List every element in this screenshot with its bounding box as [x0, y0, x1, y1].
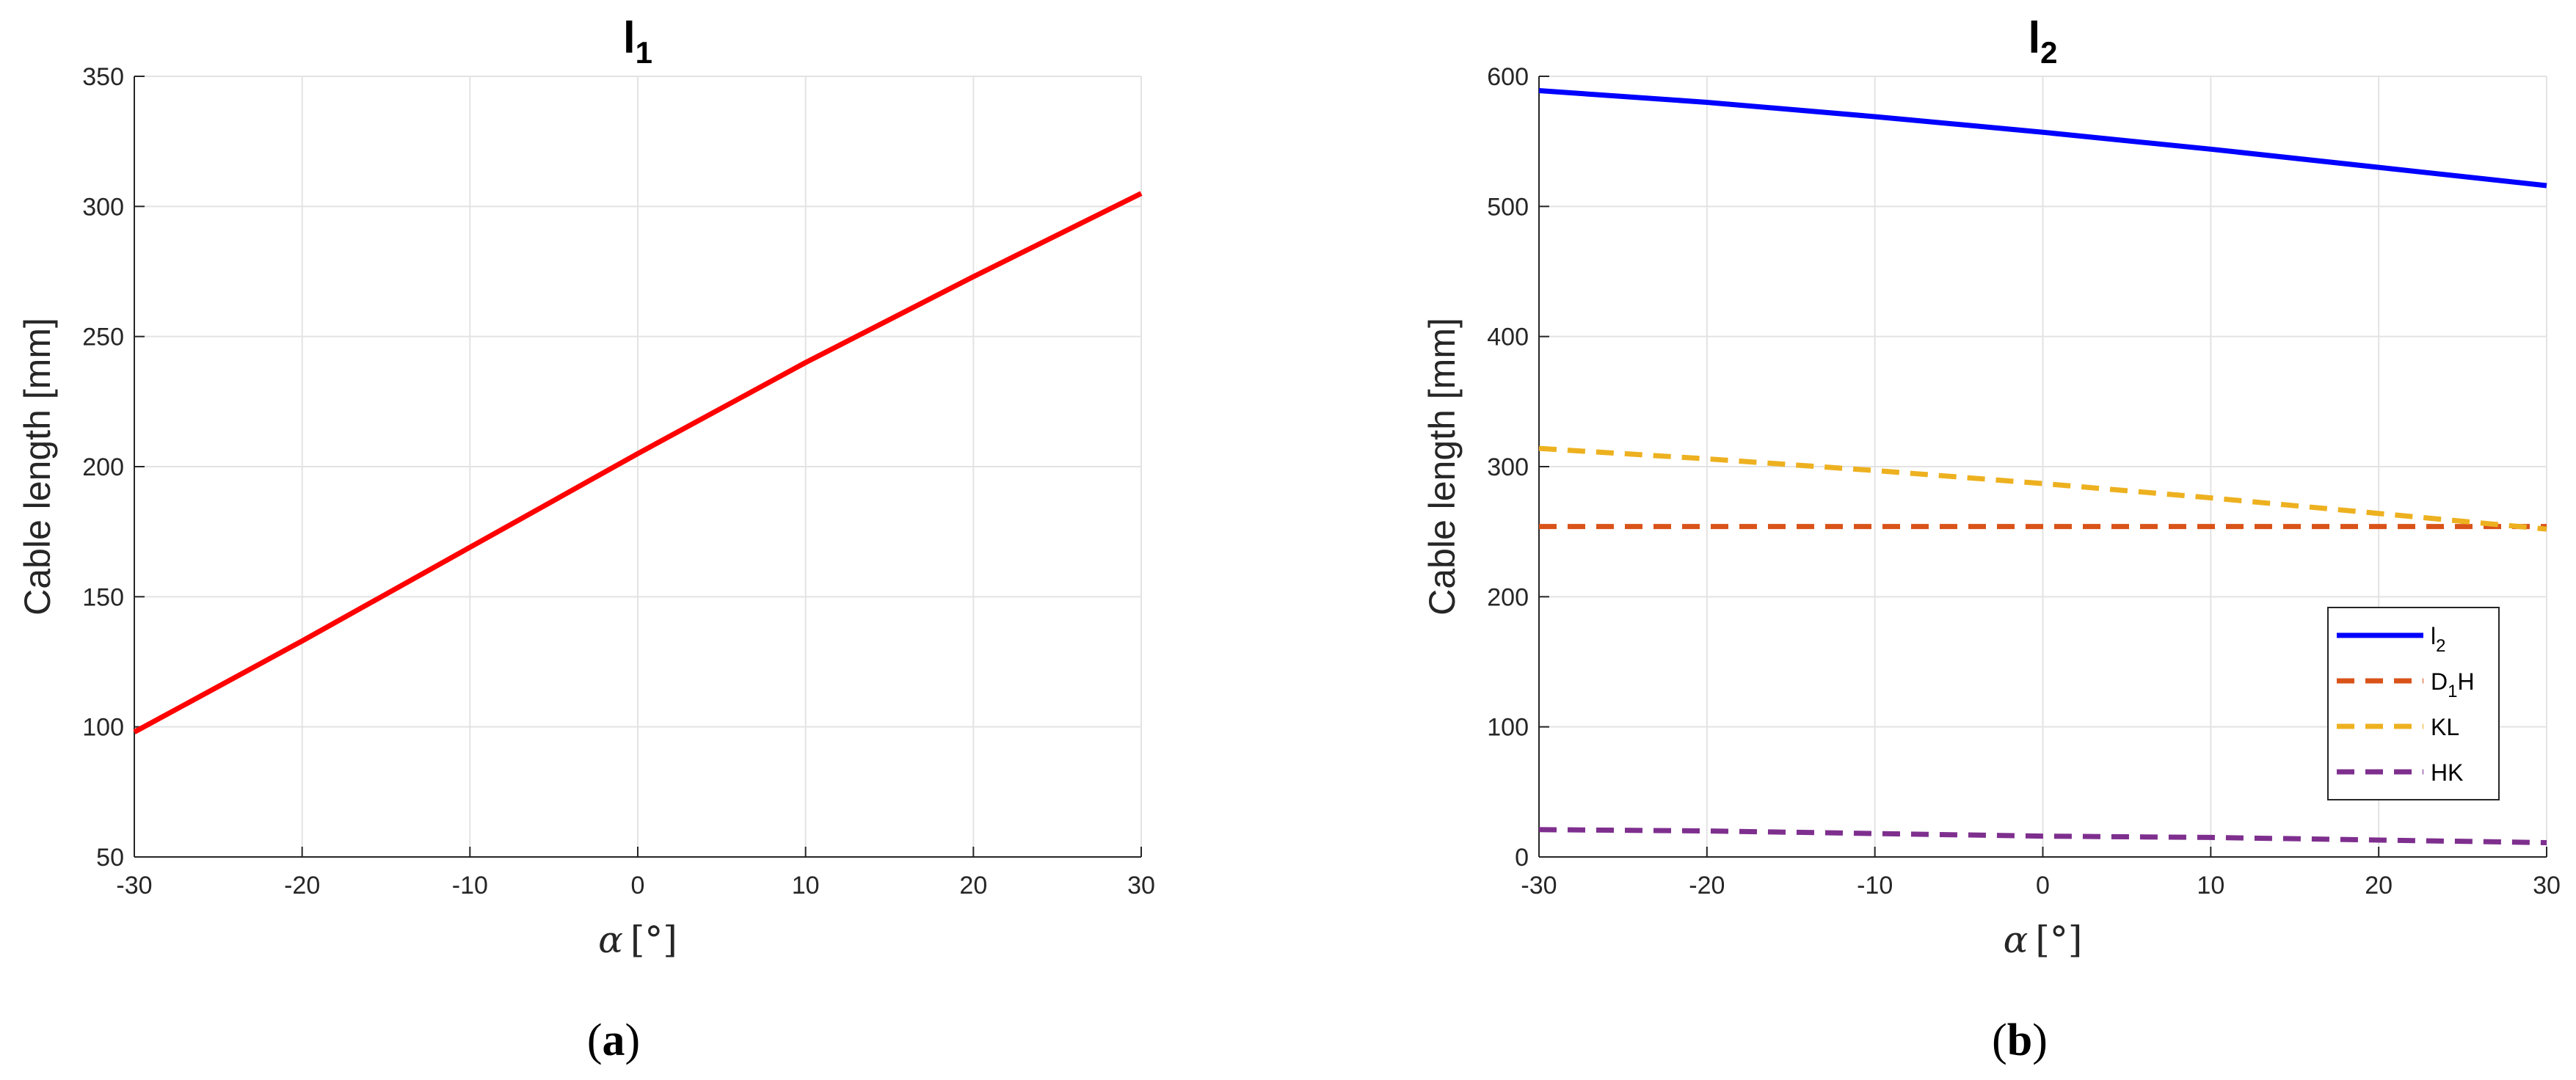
series-line-2: [1538, 445, 2547, 532]
x-tick-label: 20: [959, 872, 987, 900]
chart-title-subscript: 1: [636, 35, 652, 70]
panel-label-open: (: [1992, 1015, 2007, 1065]
legend: l2 D1H KL HK: [2327, 607, 2500, 800]
legend-box: [2327, 607, 2500, 800]
panel-label-close: ): [2032, 1015, 2048, 1065]
panel-label: (b): [1992, 1015, 2048, 1065]
y-tick-label: 500: [1487, 193, 1529, 221]
legend-entry-name: l: [2431, 623, 2436, 649]
x-tick-label: -10: [1857, 872, 1893, 900]
y-tick-label: 50: [96, 844, 124, 872]
y-tick-label: 250: [82, 324, 124, 351]
x-tick-label: -20: [1689, 872, 1725, 900]
legend-entry-name: D: [2431, 668, 2448, 695]
x-axis-label-unit: [°]: [2035, 919, 2082, 961]
x-tick-label: 20: [2365, 872, 2393, 900]
legend-entry-3: HK: [2431, 759, 2463, 786]
y-axis-label: Cable length [mm]: [1422, 318, 1463, 616]
chart-title-subscript: 2: [2040, 35, 2057, 70]
x-axis-label: α [°]: [598, 919, 677, 961]
y-axis-label: Cable length [mm]: [17, 318, 58, 616]
x-tick-label: -30: [1521, 872, 1557, 900]
chart-title-main: l: [2028, 13, 2040, 62]
y-tick-label: 600: [1487, 63, 1529, 91]
series-line-0: [133, 191, 1143, 734]
y-tick-label: 300: [1487, 453, 1529, 481]
chart-b: -30 -20 -10 0 10 20 300100200300400500600l2Cab…: [1422, 13, 2561, 1065]
x-tick-label: 30: [1127, 872, 1155, 900]
y-tick-label: 100: [82, 714, 124, 742]
x-tick-label: -30: [116, 872, 152, 900]
legend-entry-2: KL: [2431, 714, 2459, 740]
y-tick-label: 300: [82, 193, 124, 221]
x-tick-label: -20: [284, 872, 320, 900]
series-line-0: [1538, 88, 2547, 189]
x-tick-label: 30: [2533, 872, 2561, 900]
y-tick-label: 0: [1515, 844, 1529, 872]
y-tick-label: 200: [1487, 583, 1529, 611]
chart-a: -30 -20 -10 0 10 20 30 50 100 150 200 250 300 350 l1 Ca…: [17, 13, 1155, 1065]
x-tick-label: 0: [631, 872, 645, 900]
x-tick-label: 10: [792, 872, 820, 900]
legend-entry-name: KL: [2431, 714, 2459, 740]
panel-label-letter: a: [603, 1015, 625, 1065]
legend-entry-name: HK: [2431, 759, 2463, 786]
legend-entry-subscript: 2: [2436, 636, 2445, 656]
chart-title-main: l: [623, 13, 636, 62]
series-line-3: [1538, 827, 2547, 845]
x-axis-label-symbol: α: [2004, 919, 2029, 961]
y-tick-label: 400: [1487, 324, 1529, 351]
y-tick-label: 350: [82, 63, 124, 91]
legend-entry-subscript: 1: [2448, 682, 2457, 701]
panel-label: (a): [587, 1015, 640, 1065]
x-axis-label-symbol: α: [598, 919, 623, 961]
y-tick-label: 150: [82, 583, 124, 611]
legend-entry-1: D1H: [2431, 668, 2475, 701]
x-tick-label: 0: [2036, 872, 2050, 900]
y-tick-label: 100: [1487, 714, 1529, 742]
x-tick-label: -10: [452, 872, 488, 900]
panel-label-close: ): [625, 1015, 641, 1065]
legend-entry-0: l2: [2431, 623, 2445, 656]
chart-title: l2: [2028, 13, 2057, 70]
x-axis-label-unit: [°]: [630, 919, 677, 961]
y-tick-label: 200: [82, 453, 124, 481]
legend-entry-suffix: H: [2457, 668, 2474, 695]
x-tick-label: 10: [2197, 872, 2224, 900]
chart-title: l1: [623, 13, 652, 70]
panel-label-open: (: [587, 1015, 603, 1065]
x-axis-label: α [°]: [2004, 919, 2083, 961]
panel-label-letter: b: [2007, 1015, 2032, 1065]
